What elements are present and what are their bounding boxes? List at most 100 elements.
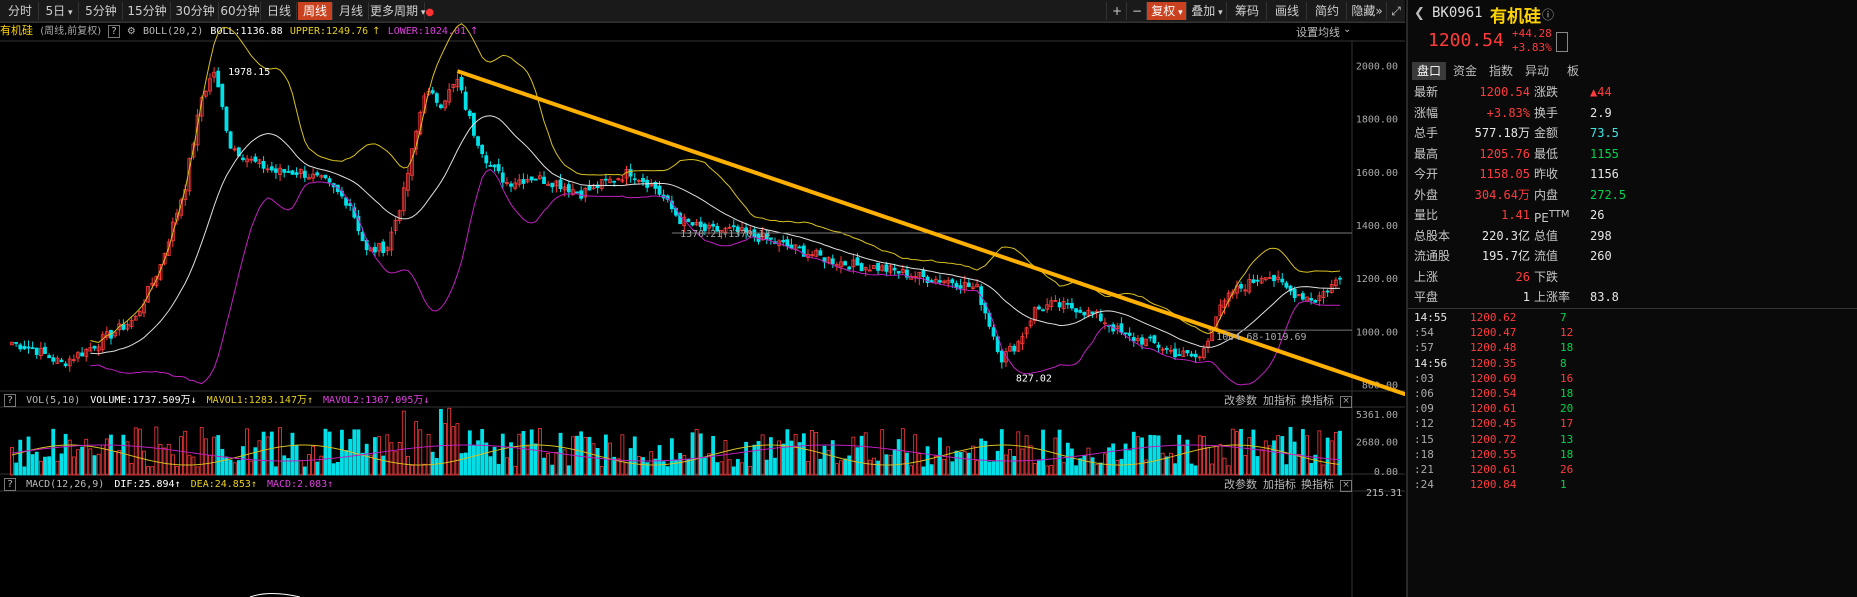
candle-body — [158, 264, 163, 280]
period-tab-30min[interactable]: 30分钟 — [172, 2, 219, 20]
period-tab-5min[interactable]: 5分钟 — [80, 2, 123, 20]
info-icon[interactable]: ⓘ — [1542, 8, 1555, 22]
quote-value: ▲44 — [1590, 85, 1612, 99]
fullscreen-icon[interactable]: ⤢ — [1386, 2, 1405, 20]
volume-bar — [773, 457, 777, 476]
help-icon[interactable]: ? — [108, 25, 120, 38]
volume-bar — [913, 434, 918, 476]
candle-body — [430, 90, 435, 94]
volume-bar — [1115, 459, 1120, 476]
boll-upper-line — [90, 23, 1341, 343]
chips-button[interactable]: 筹码 — [1226, 2, 1267, 20]
candle-body — [694, 222, 699, 226]
tick-time: :18 — [1414, 447, 1434, 461]
volume-bar — [1024, 435, 1029, 476]
macd-params-button[interactable]: 改参数 — [1224, 478, 1257, 491]
vol-change-indicator-button[interactable]: 换指标 — [1301, 394, 1334, 407]
volume-bar — [67, 439, 72, 476]
candle-body — [228, 131, 233, 149]
volume-bar — [286, 458, 291, 476]
volume-bar — [208, 454, 212, 476]
period-tab-daily[interactable]: 日线 — [262, 2, 297, 20]
chevron-down-icon[interactable]: ⌄ — [1343, 24, 1352, 35]
tick-volume: 7 — [1560, 311, 1567, 324]
candle-body — [1016, 341, 1021, 352]
volume-bar — [983, 440, 988, 476]
period-tab-intraday[interactable]: 分时 — [2, 2, 39, 20]
trend-line — [456, 69, 1405, 397]
candle-body — [1024, 327, 1029, 335]
volume-bar — [327, 431, 332, 476]
candle-body — [632, 178, 637, 181]
hide-button[interactable]: 隐藏» — [1346, 2, 1387, 20]
zoom-in-button[interactable]: + — [1106, 2, 1127, 20]
candle-body — [55, 357, 60, 364]
macd-label: MACD(12,26,9) — [26, 479, 105, 490]
draw-line-button[interactable]: 画线 — [1266, 2, 1307, 20]
period-tab-monthly[interactable]: 月线 — [334, 2, 369, 20]
macd-change-indicator-button[interactable]: 换指标 — [1301, 478, 1334, 491]
quote-tab-2[interactable]: 指数 — [1488, 64, 1513, 78]
candle-body — [946, 279, 951, 284]
volume-bar — [950, 461, 955, 476]
volume-bar — [1008, 448, 1012, 476]
volume-bar — [249, 460, 254, 476]
period-tab-weekly[interactable]: 周线 — [298, 2, 333, 20]
candle-body — [1053, 300, 1058, 302]
candle-body — [302, 170, 307, 178]
vol-add-indicator-button[interactable]: 加指标 — [1263, 394, 1296, 407]
candle-body — [249, 158, 254, 161]
volume-bar — [839, 460, 843, 476]
tick-list[interactable]: 14:55 1200.62 7:54 1200.47 12:57 1200.48 18 14:… — [1408, 310, 1857, 597]
volume-bar — [1197, 435, 1202, 476]
candle-body — [500, 172, 505, 183]
volume-bar — [1057, 429, 1062, 476]
candle-body — [278, 167, 282, 175]
kline-chart[interactable]: 2000.00 1800.00 1600.00 1400.00 1200.00 1000.… — [0, 0, 1405, 597]
volume-bar — [678, 453, 683, 476]
macd-add-indicator-button[interactable]: 加指标 — [1263, 478, 1296, 491]
period-tab-5day[interactable]: 5日 ▾ — [40, 2, 79, 20]
notification-dot-icon: ● — [425, 7, 435, 18]
quote-tab-3[interactable]: 异动 — [1524, 64, 1549, 78]
period-tab-15min[interactable]: 15分钟 — [124, 2, 171, 20]
simple-mode-button[interactable]: 简约 — [1306, 2, 1347, 20]
volume-bar — [550, 464, 555, 476]
expand-panel-icon[interactable] — [1556, 32, 1568, 52]
quote-value: 1205.76 — [1479, 146, 1530, 161]
volume-bar — [620, 434, 625, 476]
volume-bar — [1230, 428, 1235, 476]
volume-bar — [682, 455, 687, 476]
zoom-out-button[interactable]: − — [1126, 2, 1147, 20]
help-icon[interactable]: ? — [4, 394, 17, 407]
candle-body — [801, 245, 806, 257]
macd-dif-line — [249, 593, 301, 597]
volume-bar — [1144, 459, 1149, 476]
quote-tab-0[interactable]: 盘口 — [1412, 62, 1446, 80]
candle-body — [950, 279, 955, 284]
arrow-down-icon: ↓ — [423, 395, 430, 406]
quote-tab-1[interactable]: 资金 — [1452, 64, 1477, 78]
volume-bar — [253, 447, 258, 476]
quote-tab-4[interactable]: 板 — [1566, 64, 1579, 78]
vol-close-icon[interactable]: × — [1340, 396, 1352, 408]
overlay-button[interactable]: 叠加 ▾ — [1186, 2, 1227, 20]
ma-settings-button[interactable]: 设置均线 — [1296, 26, 1340, 39]
gear-icon[interactable]: ⚙ — [126, 26, 136, 37]
help-icon[interactable]: ? — [4, 478, 17, 491]
macd-close-icon[interactable]: × — [1340, 480, 1352, 492]
fuquan-button[interactable]: 复权 ▾ — [1146, 2, 1187, 20]
vol-axis-label: 0.00 — [1374, 467, 1398, 478]
quote-value: 1200.54 — [1479, 85, 1530, 99]
quote-label: 总值 — [1534, 228, 1559, 243]
period-tab-more[interactable]: 更多周期 ▾● — [370, 2, 434, 20]
volume-bar — [797, 442, 802, 476]
volume-bar — [348, 438, 353, 476]
period-tab-60min[interactable]: 60分钟 — [220, 2, 261, 20]
candle-body — [872, 265, 876, 269]
vol-params-button[interactable]: 改参数 — [1224, 394, 1257, 407]
candle-body — [26, 346, 31, 349]
volume-bar — [1255, 456, 1260, 476]
candle-body — [1008, 345, 1012, 352]
collapse-icon[interactable]: ❮ — [1414, 6, 1425, 21]
